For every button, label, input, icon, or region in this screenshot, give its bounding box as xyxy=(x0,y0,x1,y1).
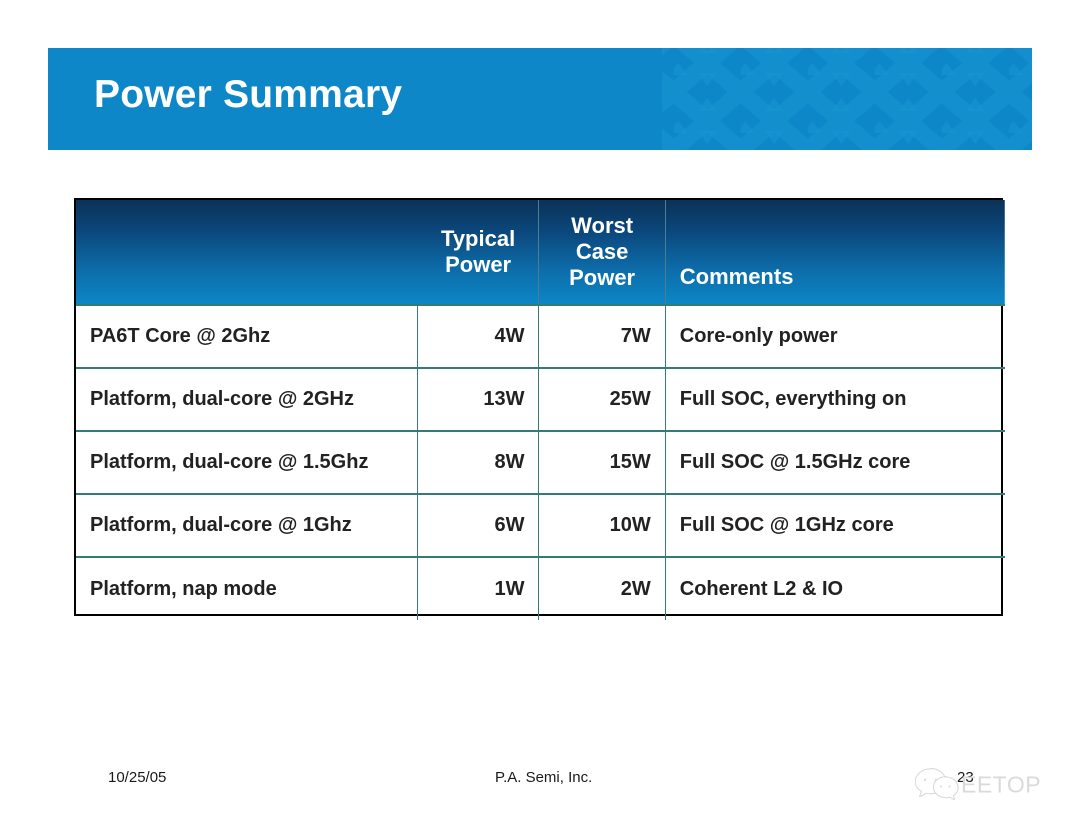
svg-text:EETOP: EETOP xyxy=(961,772,1041,798)
